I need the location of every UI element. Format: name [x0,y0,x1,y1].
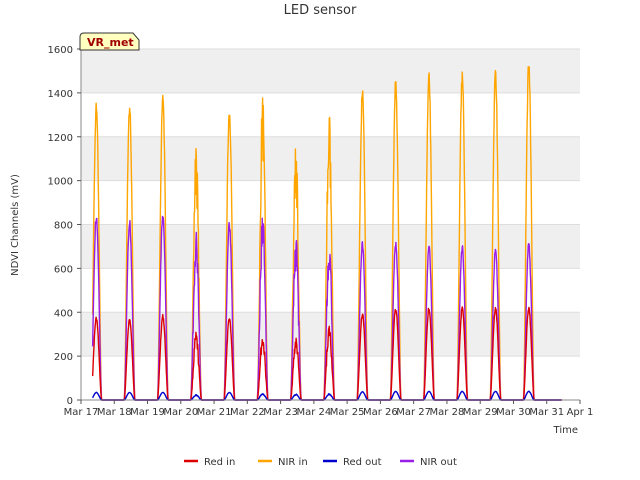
x-tick-label: Apr 1 [567,407,594,418]
plot-band [81,49,580,93]
y-tick-label: 0 [67,396,73,407]
x-tick-label: Mar 23 [263,407,298,418]
legend-label-nir-in: NIR in [278,457,308,468]
y-tick-label: 1000 [48,177,73,188]
y-tick-label: 1200 [48,133,73,144]
x-tick-label: Mar 27 [396,407,431,418]
x-tick-label: Mar 28 [430,407,465,418]
x-tick-label: Mar 24 [296,407,331,418]
x-tick-label: Mar 18 [97,407,132,418]
y-tick-label: 1600 [48,45,73,56]
x-tick-label: Mar 31 [529,407,564,418]
legend-label-nir-out: NIR out [420,457,457,468]
x-tick-label: Mar 30 [496,407,531,418]
x-tick-label: Mar 22 [230,407,265,418]
x-tick-label: Mar 29 [463,407,498,418]
x-tick-label: Mar 19 [130,407,165,418]
station-badge: VR_met [79,32,140,51]
chart-title: LED sensor [284,3,357,18]
y-tick-label: 200 [54,352,73,363]
legend: Red in NIR in Red out NIR out [184,457,457,468]
y-tick-label: 1400 [48,89,73,100]
y-axis-label: NDVI Channels (mV) [10,174,21,276]
y-tick-label: 600 [54,264,73,275]
x-tick-label: Mar 20 [163,407,198,418]
x-tick-label: Mar 25 [330,407,365,418]
y-tick-label: 400 [54,308,73,319]
station-badge-label: VR_met [87,36,134,49]
x-tick-label: Mar 26 [363,407,398,418]
y-axis-ticks: 0 200 400 600 800 1000 1200 1400 1600 [48,45,81,407]
x-tick-label: Mar 17 [64,407,99,418]
x-tick-label: Mar 21 [197,407,232,418]
y-tick-label: 800 [54,221,73,232]
legend-label-red-out: Red out [343,457,382,468]
x-axis-label: Time [553,425,578,436]
legend-label-red-in: Red in [204,457,235,468]
